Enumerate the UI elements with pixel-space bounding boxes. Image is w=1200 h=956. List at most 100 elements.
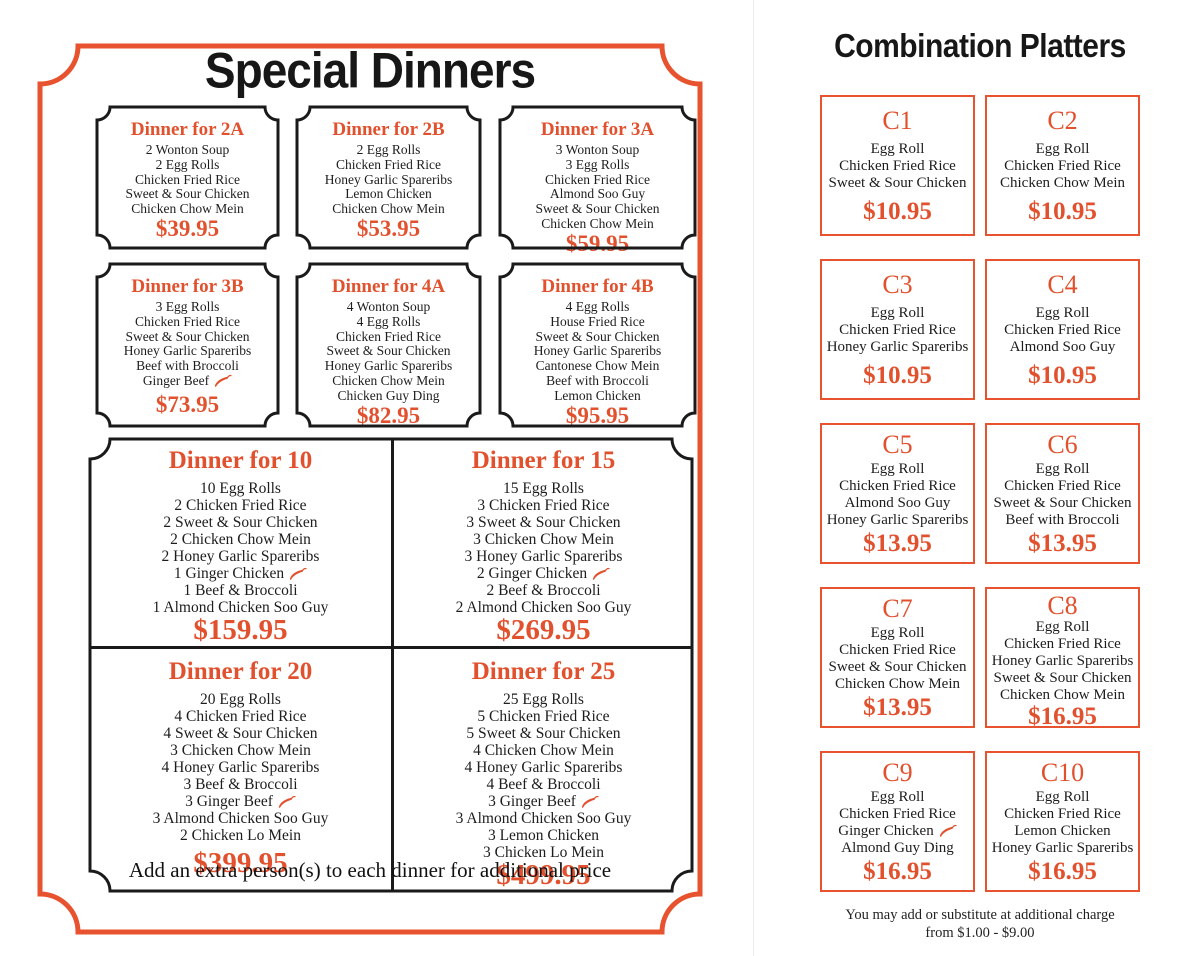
vertical-divider [391,439,394,891]
combo-box-c6: C6 Egg Roll Chicken Fried Rice Sweet & Sour… [985,423,1140,564]
item-list: 20 Egg Rolls 4 Chicken Fried Rice 4 Sweet … [153,691,329,844]
menu-item: 2 Almond Chicken Soo Guy [455,598,632,616]
menu-item: Sweet & Sour Chicken [828,175,967,192]
menu-item: Sweet & Sour Chicken [125,186,250,202]
menu-item: House Fried Rice [550,313,645,329]
item-list: Egg Roll Chicken Fried Rice Lemon Chicken H… [992,789,1134,857]
item-list: 3 Egg Rolls Chicken Fried Rice Sweet & Sou… [123,298,252,389]
menu-item: Chicken Fried Rice [1004,322,1121,339]
menu-item: Honey Garlic Spareribs [123,343,252,359]
item-list: Egg Roll Chicken Fried Rice Ginger Chicken… [838,789,957,857]
menu-item: Ginger Beef [124,373,251,389]
dinner-box-title: Dinner for 2B [332,119,445,140]
price: $10.95 [1028,198,1097,226]
price: $399.95 [193,847,288,879]
menu-item: 2 Egg Rolls [356,141,421,157]
menu-item: Honey Garlic Spareribs [991,839,1134,856]
menu-item: Chicken Fried Rice [1004,477,1121,494]
menu-item: 2 Chicken Chow Mein [170,530,311,548]
item-list: Egg Roll Chicken Fried Rice Sweet & Sour C… [994,461,1132,529]
menu-item: 3 Wonton Soup [555,141,640,157]
special-dinners-page: Special Dinners Dinner for 2A 2 Wonton So… [37,42,703,935]
menu-item: Egg Roll [870,460,925,477]
menu-item: 5 Chicken Fried Rice [477,707,610,725]
combo-title: C1 [882,105,913,135]
menu-item: Sweet & Sour Chicken [828,658,967,675]
horizontal-divider [90,646,692,649]
item-list: 10 Egg Rolls 2 Chicken Fried Rice 2 Sweet … [153,480,329,616]
menu-item: Honey Garlic Spareribs [324,171,453,187]
chili-pepper-icon [592,567,610,580]
menu-item: 2 Chicken Fried Rice [174,496,307,514]
price: $16.95 [1028,702,1097,730]
menu-item: Egg Roll [1035,460,1090,477]
dinner-box-dinner-for-10: Dinner for 10 10 Egg Rolls 2 Chicken Fried… [88,437,393,648]
menu-item: 4 Egg Rolls [356,313,421,329]
menu-item: 2 Ginger Chicken [456,565,632,582]
dinner-box-dinner-for-2a: Dinner for 2A 2 Wonton Soup 2 Egg Rolls Chi… [95,105,280,250]
menu-item: Chicken Fried Rice [1004,805,1121,822]
menu-item: Sweet & Sour Chicken [993,670,1132,687]
menu-item: 3 Ginger Beef [153,793,329,810]
menu-item: 3 Egg Rolls [155,298,220,314]
chili-pepper-icon [215,375,232,387]
menu-item: 1 Ginger Chicken [153,565,329,582]
menu-item: 2 Egg Rolls [155,156,220,172]
dinner-box-dinner-for-15: Dinner for 15 15 Egg Rolls 3 Chicken Fried… [393,437,694,648]
menu-item: Chicken Fried Rice [1004,158,1121,175]
menu-item: 3 Almond Chicken Soo Guy [455,809,632,827]
menu-item: Chicken Fried Rice [839,158,956,175]
menu-item: 4 Wonton Soup [346,298,431,314]
menu-item: 3 Ginger Beef [456,793,632,810]
extra-person-note: Add an extra person(s) to each dinner fo… [128,858,612,882]
page-fold [753,0,754,956]
price: $59.95 [565,230,630,256]
menu-item: 3 Chicken Chow Mein [473,530,614,548]
combo-box-c1: C1 Egg Roll Chicken Fried Rice Sweet & Sour… [820,95,975,236]
menu-item: Chicken Chow Mein [1000,687,1125,704]
menu-item: Chicken Chow Mein [541,216,654,232]
dinner-box-title: Dinner for 2A [130,119,245,140]
menu-item: Honey Garlic Spareribs [324,358,453,374]
menu-item: Honey Garlic Spareribs [826,511,969,528]
dinner-box-title: Dinner for 10 [168,447,313,474]
combo-title: C6 [1047,429,1078,459]
menu-item: Ginger Chicken [838,823,957,840]
dinner-box-dinner-for-4b: Dinner for 4B 4 Egg Rolls House Fried Rice… [498,262,697,428]
combo-box-c4: C4 Egg Roll Chicken Fried Rice Almond Soo G… [985,259,1140,400]
menu-item: Honey Garlic Spareribs [533,343,662,359]
menu-item: Sweet & Sour Chicken [535,328,660,344]
dinner-box-title: Dinner for 4B [541,276,654,297]
menu-item: 3 Egg Rolls [565,156,630,172]
dinner-box-title: Dinner for 3B [131,276,244,297]
price: $159.95 [193,613,288,646]
menu-item: Sweet & Sour Chicken [326,343,451,359]
combo-box-c3: C3 Egg Roll Chicken Fried Rice Honey Garlic… [820,259,975,400]
dinner-box-dinner-for-25: Dinner for 25 25 Egg Rolls 5 Chicken Fried… [393,648,694,893]
menu-item: Chicken Fried Rice [839,322,956,339]
menu-item: Chicken Fried Rice [839,477,956,494]
special-dinners-title: Special Dinners [204,42,536,99]
menu-item: Chicken Chow Mein [332,201,445,217]
menu-item: 2 Chicken Lo Mein [180,826,301,844]
combo-box-c10: C10 Egg Roll Chicken Fried Rice Lemon Chick… [985,751,1140,892]
menu-item: Chicken Fried Rice [545,171,650,187]
price: $73.95 [155,392,220,417]
combo-title: C9 [882,757,913,787]
item-list: 4 Wonton Soup 4 Egg Rolls Chicken Fried Ri… [324,298,453,404]
item-list: 4 Egg Rolls House Fried Rice Sweet & Sour … [533,299,662,404]
menu-item: Egg Roll [1035,141,1090,158]
dinner-box-dinner-for-2b: Dinner for 2B 2 Egg Rolls Chicken Fried Ri… [295,105,482,250]
chili-pepper-icon [581,795,599,808]
price: $13.95 [863,530,932,558]
menu-item: Lemon Chicken [345,186,432,202]
menu-item: Chicken Fried Rice [839,805,956,822]
menu-item: Chicken Fried Rice [1004,636,1121,653]
menu-item: Egg Roll [1035,305,1090,322]
price: $13.95 [1028,530,1097,558]
menu-item: Almond Soo Guy [844,494,951,511]
menu-item: Sweet & Sour Chicken [125,328,250,344]
menu-item: 3 Almond Chicken Soo Guy [152,809,329,827]
menu-item: 15 Egg Rolls [503,479,584,497]
